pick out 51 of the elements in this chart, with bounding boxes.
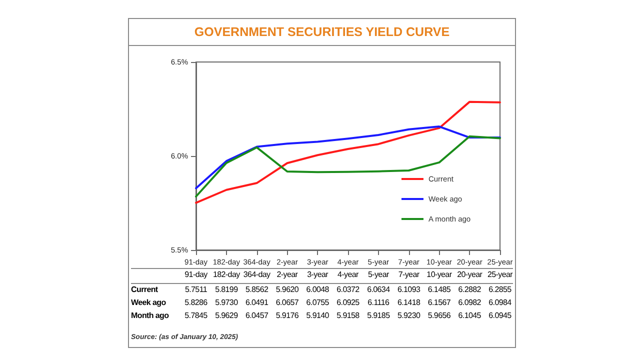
data-label: 6.1485 [428, 285, 451, 294]
data-label: 5.9185 [367, 311, 390, 320]
data-label: 6.1093 [397, 285, 420, 294]
data-label: 5.9629 [215, 311, 238, 320]
category-label: 25-year [487, 270, 513, 279]
data-label: 6.0657 [276, 298, 299, 307]
category-label: 5-year [368, 270, 389, 279]
data-label: 6.0634 [367, 285, 390, 294]
data-label: 6.0491 [245, 298, 268, 307]
chart-title: GOVERNMENT SECURITIES YIELD CURVE [128, 18, 516, 46]
data-label: 6.0457 [245, 311, 268, 320]
data-label: 5.8286 [184, 298, 208, 307]
data-label: 6.2855 [488, 285, 512, 294]
data-label: 6.0945 [488, 311, 512, 320]
line-series [195, 126, 501, 190]
category-label: 20-year [457, 270, 482, 279]
data-label: 6.1567 [428, 298, 451, 307]
category-label: 10-year [426, 270, 452, 279]
data-label: 5.9730 [215, 298, 238, 307]
data-label: 6.1116 [368, 298, 390, 307]
category-label: 91-day [184, 270, 208, 279]
data-label: 5.8199 [215, 285, 238, 294]
category-label: 2-year [276, 270, 298, 279]
data-label: 5.7511 [184, 285, 208, 294]
data-label: 6.0984 [488, 298, 512, 307]
data-label: 6.1045 [458, 311, 481, 320]
data-label: 6.1418 [397, 298, 420, 307]
data-label: 5.8562 [245, 285, 268, 294]
data-label: 6.0925 [336, 298, 360, 307]
data-label: 5.9656 [428, 311, 451, 320]
data-label: 6.0982 [458, 298, 481, 307]
line-series [195, 135, 501, 198]
data-label: 6.2882 [458, 285, 481, 294]
data-label: 6.0048 [306, 285, 329, 294]
data-label: 5.9620 [276, 285, 299, 294]
data-label: 5.9158 [336, 311, 360, 320]
category-label: 4-year [338, 270, 358, 279]
category-label: 182-day [212, 270, 240, 279]
text: Current [131, 285, 158, 294]
category-label: 364-day [243, 270, 270, 279]
category-label: 3-year [307, 270, 328, 279]
data-label: 5.9176 [276, 311, 299, 320]
data-label: 5.9140 [306, 311, 329, 320]
text: Month ago [131, 311, 169, 320]
data-label: 5.7845 [184, 311, 208, 320]
data-label: 6.0372 [336, 285, 360, 294]
category-label: 7-year [398, 270, 420, 279]
data-label: 6.0755 [306, 298, 329, 307]
data-label: 5.9230 [397, 311, 420, 320]
line-series [195, 100, 501, 204]
text: Week ago [131, 298, 166, 307]
